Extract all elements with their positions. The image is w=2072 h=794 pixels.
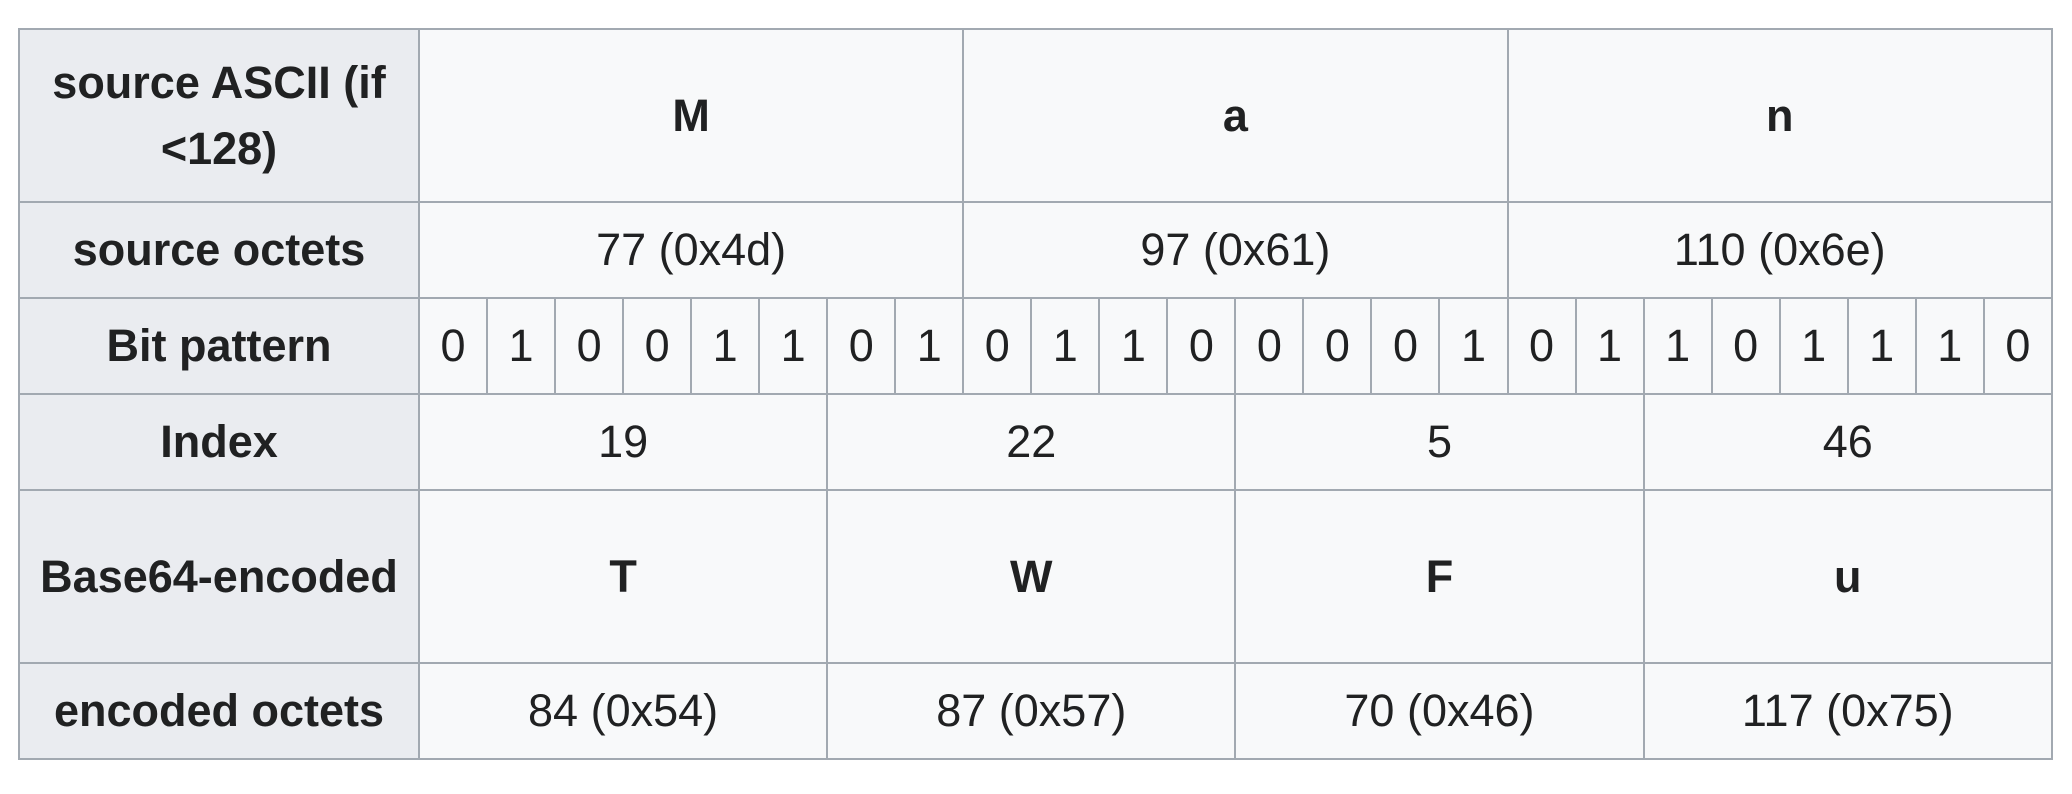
index-cell: 46	[1642, 393, 2054, 491]
bit-cell: 0	[1982, 297, 2054, 395]
bit-cell: 0	[826, 297, 897, 395]
bit-cell: 1	[894, 297, 965, 395]
source-char-cell: M	[417, 28, 965, 203]
bit-cell: 0	[554, 297, 625, 395]
encoded-octet-cell: 70 (0x46)	[1234, 662, 1645, 760]
base64-encoding-table: source ASCII (if <128) M a n source octe…	[18, 28, 2054, 760]
bit-cell: 0	[1166, 297, 1237, 395]
index-row: Index 19 22 5 46	[18, 393, 2054, 491]
encoded-octets-header: encoded octets	[18, 662, 420, 760]
bit-cell: 0	[622, 297, 693, 395]
source-octet-cell: 97 (0x61)	[962, 201, 1509, 299]
index-header: Index	[18, 393, 420, 491]
source-char-cell: a	[962, 28, 1509, 203]
bit-cell: 0	[962, 297, 1033, 395]
source-octet-cell: 77 (0x4d)	[417, 201, 965, 299]
bit-cell: 1	[1642, 297, 1713, 395]
index-cell: 19	[417, 393, 829, 491]
index-cell: 22	[826, 393, 1237, 491]
base64-char-cell: W	[826, 489, 1237, 664]
base64-char-cell: u	[1642, 489, 2054, 664]
bit-pattern-header: Bit pattern	[18, 297, 420, 395]
bit-cell: 1	[486, 297, 557, 395]
source-ascii-row: source ASCII (if <128) M a n	[18, 28, 2053, 203]
source-octet-cell: 110 (0x6e)	[1506, 201, 2053, 299]
bit-pattern-row: Bit pattern 0 1 0 0 1 1 0 1 0 1 1 0 0 0 …	[18, 297, 2054, 395]
base64-encoded-header: Base64-encoded	[18, 489, 420, 664]
bit-cell: 1	[1846, 297, 1917, 395]
source-ascii-header: source ASCII (if <128)	[18, 28, 420, 203]
bit-cell: 1	[1438, 297, 1509, 395]
bit-cell: 0	[1370, 297, 1441, 395]
encoded-octets-row: encoded octets 84 (0x54) 87 (0x57) 70 (0…	[18, 662, 2054, 760]
base64-char-cell: T	[417, 489, 829, 664]
bit-cell: 0	[1710, 297, 1781, 395]
bit-cell: 1	[1914, 297, 1985, 395]
bit-cell: 1	[1030, 297, 1101, 395]
bit-cell: 0	[417, 297, 489, 395]
bit-cell: 0	[1234, 297, 1305, 395]
bit-cell: 1	[1778, 297, 1849, 395]
bit-cell: 0	[1302, 297, 1373, 395]
bit-cell: 1	[1574, 297, 1645, 395]
encoded-octet-cell: 117 (0x75)	[1642, 662, 2054, 760]
bit-cell: 1	[1098, 297, 1169, 395]
encoded-octet-cell: 84 (0x54)	[417, 662, 829, 760]
source-char-cell: n	[1506, 28, 2053, 203]
source-octets-header: source octets	[18, 201, 420, 299]
bit-cell: 1	[690, 297, 761, 395]
source-octets-row: source octets 77 (0x4d) 97 (0x61) 110 (0…	[18, 201, 2053, 299]
base64-char-cell: F	[1234, 489, 1645, 664]
encoded-octet-cell: 87 (0x57)	[826, 662, 1237, 760]
bit-cell: 0	[1506, 297, 1577, 395]
bit-cell: 1	[758, 297, 829, 395]
index-cell: 5	[1234, 393, 1645, 491]
base64-encoded-row: Base64-encoded T W F u	[18, 489, 2054, 664]
